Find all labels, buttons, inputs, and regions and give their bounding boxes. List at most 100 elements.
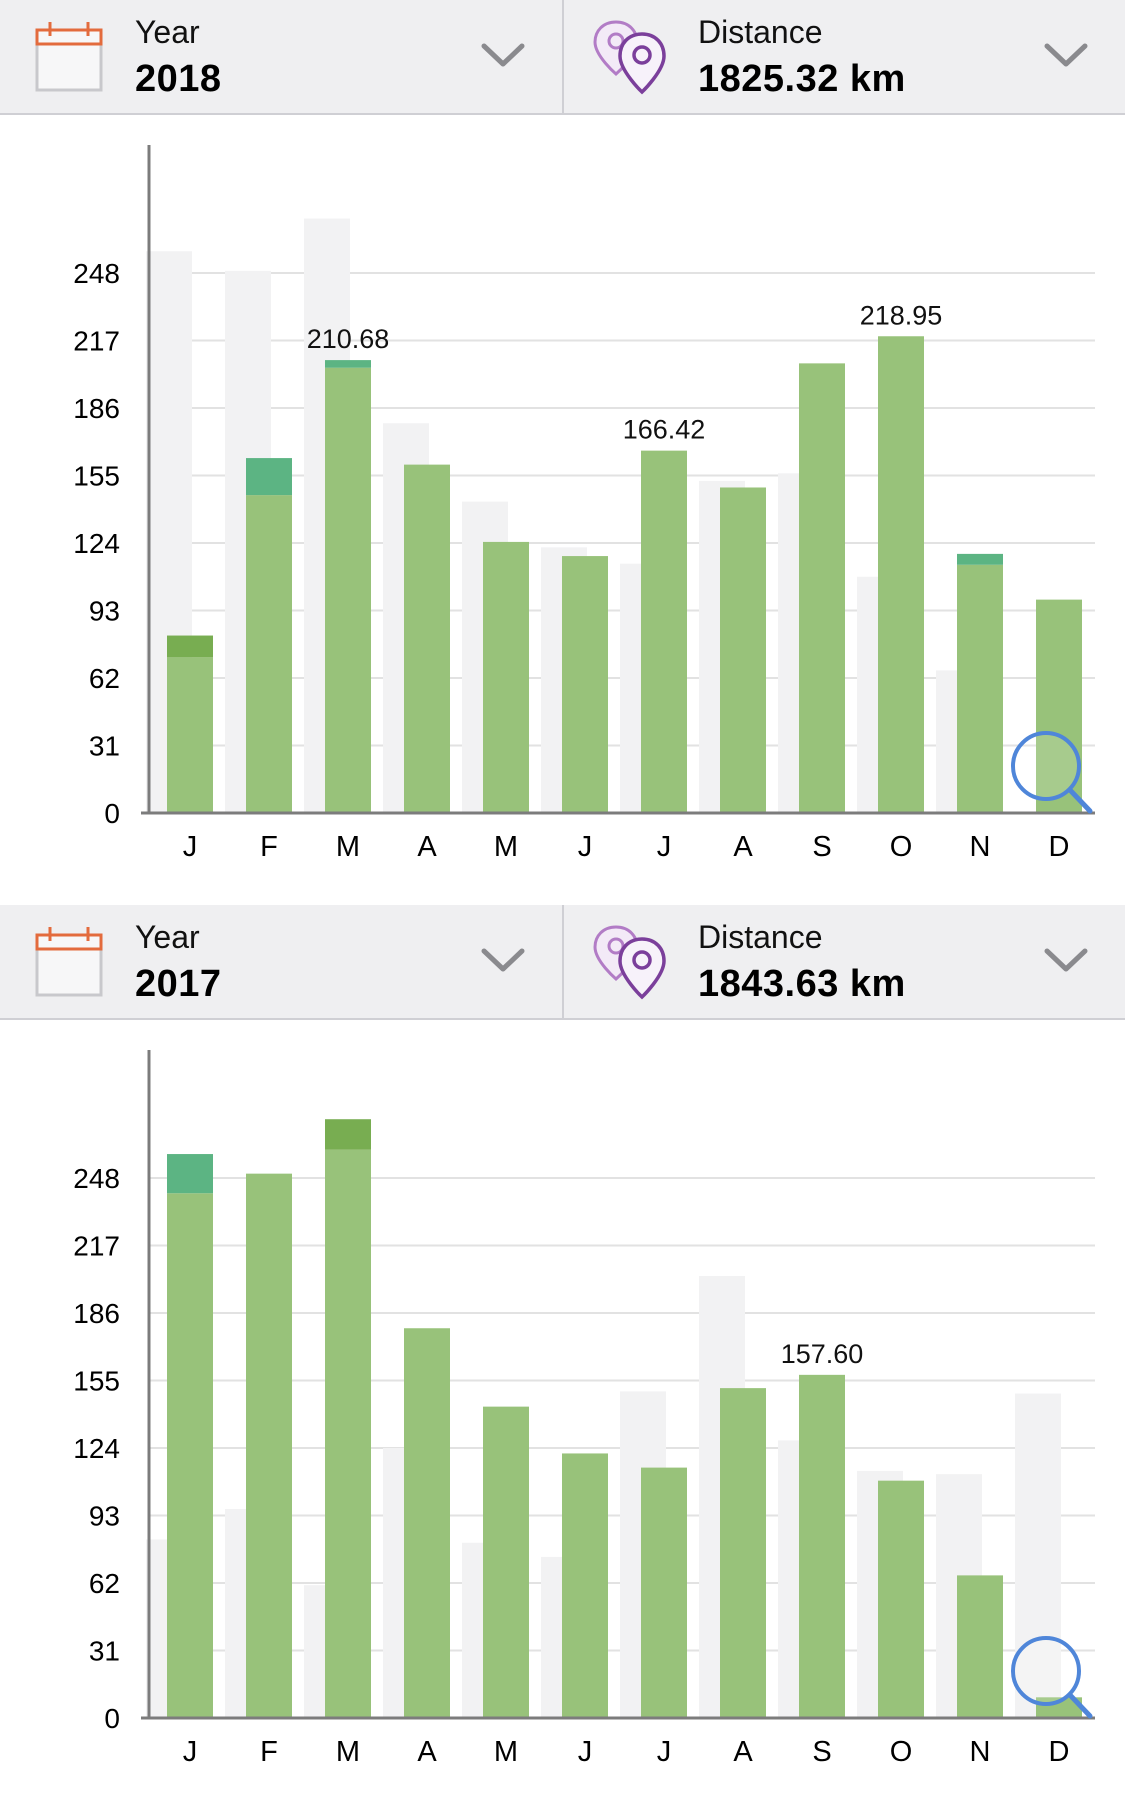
x-tick-label: O xyxy=(890,831,913,863)
y-tick-label: 93 xyxy=(89,596,120,627)
month-bar[interactable] xyxy=(720,487,766,813)
x-tick-label: J xyxy=(183,1736,198,1768)
year-selector[interactable]: Year 2018 xyxy=(0,0,562,113)
x-tick-label: O xyxy=(890,1736,913,1768)
y-tick-label: 248 xyxy=(73,258,120,289)
month-bar[interactable] xyxy=(562,1453,608,1718)
x-tick-label: J xyxy=(578,1736,593,1768)
data-label: 166.42 xyxy=(623,415,706,445)
x-tick-label: F xyxy=(260,831,278,863)
year-value: 2018 xyxy=(135,58,222,100)
month-bar[interactable] xyxy=(404,1328,450,1718)
y-tick-label: 0 xyxy=(104,1703,120,1734)
metric-selector[interactable]: Distance 1825.32 km xyxy=(563,0,1125,113)
bar-chart-2017: 0 31 62 93 124 155 186 217 248 J F M A M J J A S O N D 157.60 xyxy=(73,1050,1095,1768)
data-label: 218.95 xyxy=(860,300,943,330)
previous-year-bar xyxy=(1015,1393,1061,1718)
month-bar[interactable] xyxy=(878,336,924,813)
y-tick-label: 248 xyxy=(73,1163,120,1194)
magnifier-icon[interactable] xyxy=(1011,1636,1093,1719)
metric-value: 1825.32 km xyxy=(698,58,906,100)
month-bar[interactable] xyxy=(799,1374,845,1718)
y-tick-label: 31 xyxy=(89,1636,120,1667)
y-tick-label: 124 xyxy=(73,1433,120,1464)
calendar-icon xyxy=(35,22,103,92)
month-bar[interactable] xyxy=(720,1388,766,1718)
month-bar[interactable] xyxy=(325,367,371,813)
month-bar[interactable] xyxy=(167,1193,213,1718)
month-bar[interactable] xyxy=(799,363,845,813)
month-bar[interactable] xyxy=(483,1406,529,1718)
month-bar[interactable] xyxy=(325,1149,371,1718)
x-tick-label: M xyxy=(494,1736,518,1768)
chevron-down-icon[interactable] xyxy=(480,945,526,975)
x-tick-label: J xyxy=(578,831,593,863)
month-bar[interactable] xyxy=(167,657,213,813)
month-bar-top-segment[interactable] xyxy=(167,1154,213,1194)
magnifier-handle xyxy=(1067,787,1093,814)
magnifier-lens xyxy=(1011,1636,1081,1706)
month-bar-top-segment[interactable] xyxy=(246,458,292,496)
magnifier-icon[interactable] xyxy=(1011,731,1093,814)
y-tick-label: 155 xyxy=(73,461,120,492)
x-tick-label: D xyxy=(1049,831,1070,863)
y-tick-label: 0 xyxy=(104,798,120,829)
metric-value: 1843.63 km xyxy=(698,963,906,1005)
x-tick-label: A xyxy=(733,831,753,863)
month-bar[interactable] xyxy=(878,1480,924,1718)
calendar-icon xyxy=(35,927,103,997)
chart-panel-2018: Year 2018 Distance 1825.32 km 0 31 62 93 124… xyxy=(0,0,1125,905)
x-tick-label: A xyxy=(417,831,437,863)
y-tick-label: 217 xyxy=(73,326,120,357)
month-bar[interactable] xyxy=(957,564,1003,813)
month-bar[interactable] xyxy=(562,556,608,813)
month-bar[interactable] xyxy=(404,464,450,813)
month-bar[interactable] xyxy=(957,1575,1003,1718)
month-bar[interactable] xyxy=(246,495,292,813)
y-tick-label: 62 xyxy=(89,1568,120,1599)
data-label: 157.60 xyxy=(781,1339,864,1369)
x-tick-label: N xyxy=(970,1736,991,1768)
x-tick-label: A xyxy=(417,1736,437,1768)
y-tick-label: 155 xyxy=(73,1366,120,1397)
metric-label: Distance xyxy=(698,14,823,50)
location-pin-icon xyxy=(593,20,666,95)
month-bar[interactable] xyxy=(483,541,529,813)
month-bar-top-segment[interactable] xyxy=(957,553,1003,565)
x-tick-label: M xyxy=(494,831,518,863)
chevron-down-icon[interactable] xyxy=(480,40,526,70)
chevron-down-icon[interactable] xyxy=(1043,945,1089,975)
year-label: Year xyxy=(135,919,200,955)
month-bar-top-segment[interactable] xyxy=(325,360,371,368)
x-tick-label: J xyxy=(657,831,672,863)
y-tick-label: 93 xyxy=(89,1501,120,1532)
x-tick-label: S xyxy=(812,831,831,863)
month-bar[interactable] xyxy=(641,1467,687,1718)
y-tick-label: 31 xyxy=(89,731,120,762)
year-value: 2017 xyxy=(135,963,222,1005)
month-bar[interactable] xyxy=(641,450,687,813)
year-label: Year xyxy=(135,14,200,50)
x-tick-label: F xyxy=(260,1736,278,1768)
x-tick-label: N xyxy=(970,831,991,863)
metric-label: Distance xyxy=(698,919,823,955)
chart-panel-2017: Year 2017 Distance 1843.63 km 0 31 62 93 124… xyxy=(0,905,1125,1819)
metric-selector[interactable]: Distance 1843.63 km xyxy=(563,905,1125,1018)
y-tick-label: 62 xyxy=(89,663,120,694)
month-bar[interactable] xyxy=(246,1173,292,1718)
x-tick-label: D xyxy=(1049,1736,1070,1768)
header-divider xyxy=(562,0,564,113)
month-bar-top-segment[interactable] xyxy=(325,1119,371,1150)
month-bar[interactable] xyxy=(1036,599,1082,813)
x-tick-label: J xyxy=(657,1736,672,1768)
y-tick-label: 186 xyxy=(73,1298,120,1329)
bar-chart-2018: 0 31 62 93 124 155 186 217 248 J F M A M J J A S O N D 210.68… xyxy=(73,145,1095,863)
panel-header: Year 2017 Distance 1843.63 km xyxy=(0,905,1125,1020)
year-selector[interactable]: Year 2017 xyxy=(0,905,562,1018)
location-pin-icon xyxy=(593,925,666,1000)
x-tick-label: J xyxy=(183,831,198,863)
x-tick-label: M xyxy=(336,831,360,863)
chevron-down-icon[interactable] xyxy=(1043,40,1089,70)
y-tick-label: 217 xyxy=(73,1231,120,1262)
month-bar-top-segment[interactable] xyxy=(167,635,213,658)
